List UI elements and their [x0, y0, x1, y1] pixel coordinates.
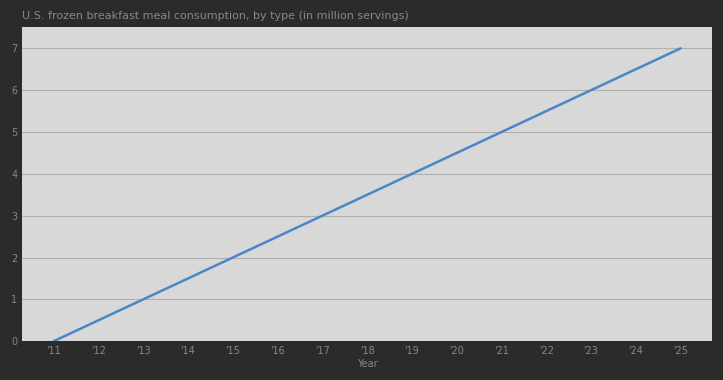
Text: U.S. frozen breakfast meal consumption, by type (in million servings): U.S. frozen breakfast meal consumption, …: [22, 11, 409, 21]
X-axis label: Year: Year: [356, 359, 377, 369]
